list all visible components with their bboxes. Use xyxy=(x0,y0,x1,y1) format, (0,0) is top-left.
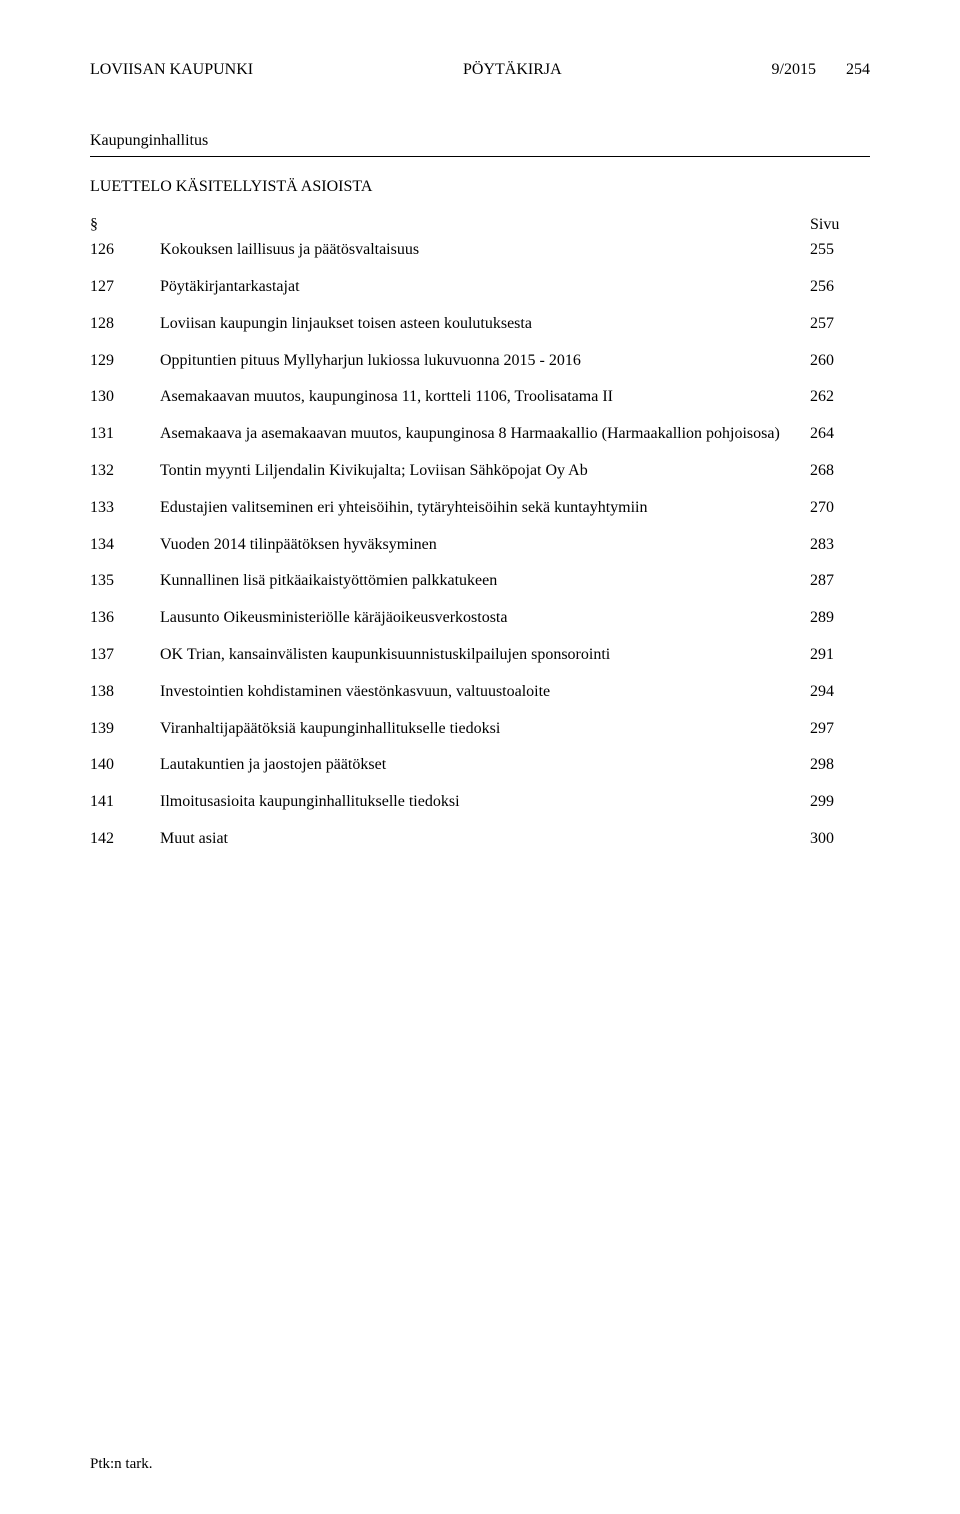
toc-item-number: 133 xyxy=(90,498,160,519)
toc-item-description: Asemakaava ja asemakaavan muutos, kaupun… xyxy=(160,424,810,445)
toc-item-number: 135 xyxy=(90,571,160,592)
toc-row: 128Loviisan kaupungin linjaukset toisen … xyxy=(90,314,870,335)
toc-item-description: Investointien kohdistaminen väestönkasvu… xyxy=(160,682,810,703)
header-doc-type: PÖYTÄKIRJA xyxy=(463,60,562,81)
toc-item-page: 256 xyxy=(810,277,870,298)
toc-row: 138Investointien kohdistaminen väestönka… xyxy=(90,682,870,703)
section-divider xyxy=(90,156,870,157)
toc-item-description: Ilmoitusasioita kaupunginhallitukselle t… xyxy=(160,792,810,813)
toc-item-number: 130 xyxy=(90,387,160,408)
toc-item-description: Edustajien valitseminen eri yhteisöihin,… xyxy=(160,498,810,519)
toc-item-number: 137 xyxy=(90,645,160,666)
toc-row: 130Asemakaavan muutos, kaupunginosa 11, … xyxy=(90,387,870,408)
toc-item-number: 142 xyxy=(90,829,160,850)
toc-item-description: Kokouksen laillisuus ja päätösvaltaisuus xyxy=(160,240,810,261)
toc-item-number: 134 xyxy=(90,535,160,556)
document-header: LOVIISAN KAUPUNKI PÖYTÄKIRJA 9/2015 254 xyxy=(90,60,870,81)
toc-row: 129Oppituntien pituus Myllyharjun lukios… xyxy=(90,351,870,372)
toc-item-page: 262 xyxy=(810,387,870,408)
toc-item-number: 128 xyxy=(90,314,160,335)
list-heading: LUETTELO KÄSITELLYISTÄ ASIOISTA xyxy=(90,177,870,198)
toc-item-description: Loviisan kaupungin linjaukset toisen ast… xyxy=(160,314,810,335)
toc-row: 127Pöytäkirjantarkastajat256 xyxy=(90,277,870,298)
toc-item-description: Kunnallinen lisä pitkäaikaistyöttömien p… xyxy=(160,571,810,592)
toc-item-page: 298 xyxy=(810,755,870,776)
header-right-group: 9/2015 254 xyxy=(772,60,870,81)
toc-row: 131Asemakaava ja asemakaavan muutos, kau… xyxy=(90,424,870,445)
toc-column-headers: § Sivu xyxy=(90,215,870,236)
toc-item-description: Lausunto Oikeusministeriölle käräjäoikeu… xyxy=(160,608,810,629)
toc-item-page: 260 xyxy=(810,351,870,372)
toc-row: 134Vuoden 2014 tilinpäätöksen hyväksymin… xyxy=(90,535,870,556)
header-page-number: 254 xyxy=(846,60,870,81)
toc-item-page: 283 xyxy=(810,535,870,556)
toc-item-page: 289 xyxy=(810,608,870,629)
toc-item-number: 126 xyxy=(90,240,160,261)
col-header-page: Sivu xyxy=(810,215,870,236)
header-doc-number: 9/2015 xyxy=(772,60,816,81)
toc-row: 136Lausunto Oikeusministeriölle käräjäoi… xyxy=(90,608,870,629)
toc-row: 139Viranhaltijapäätöksiä kaupunginhallit… xyxy=(90,719,870,740)
toc-row: 142Muut asiat300 xyxy=(90,829,870,850)
toc-row: 137OK Trian, kansainvälisten kaupunkisuu… xyxy=(90,645,870,666)
toc-item-description: Tontin myynti Liljendalin Kivikujalta; L… xyxy=(160,461,810,482)
toc-item-page: 300 xyxy=(810,829,870,850)
header-org: LOVIISAN KAUPUNKI xyxy=(90,60,253,81)
toc-item-page: 294 xyxy=(810,682,870,703)
toc-item-number: 141 xyxy=(90,792,160,813)
toc-item-number: 129 xyxy=(90,351,160,372)
toc-row: 126Kokouksen laillisuus ja päätösvaltais… xyxy=(90,240,870,261)
toc-item-description: Oppituntien pituus Myllyharjun lukiossa … xyxy=(160,351,810,372)
toc-list: 126Kokouksen laillisuus ja päätösvaltais… xyxy=(90,240,870,866)
toc-item-number: 140 xyxy=(90,755,160,776)
footer-mark: Ptk:n tark. xyxy=(90,1455,153,1475)
toc-item-number: 131 xyxy=(90,424,160,445)
col-header-desc xyxy=(160,215,810,236)
toc-item-page: 291 xyxy=(810,645,870,666)
toc-item-page: 264 xyxy=(810,424,870,445)
toc-item-description: Viranhaltijapäätöksiä kaupunginhallituks… xyxy=(160,719,810,740)
toc-item-number: 139 xyxy=(90,719,160,740)
toc-item-description: Lautakuntien ja jaostojen päätökset xyxy=(160,755,810,776)
toc-item-page: 287 xyxy=(810,571,870,592)
col-header-section: § xyxy=(90,215,160,236)
toc-item-description: Vuoden 2014 tilinpäätöksen hyväksyminen xyxy=(160,535,810,556)
toc-row: 133Edustajien valitseminen eri yhteisöih… xyxy=(90,498,870,519)
toc-row: 140Lautakuntien ja jaostojen päätökset29… xyxy=(90,755,870,776)
toc-row: 141Ilmoitusasioita kaupunginhallituksell… xyxy=(90,792,870,813)
section-title: Kaupunginhallitus xyxy=(90,131,870,152)
toc-item-number: 127 xyxy=(90,277,160,298)
toc-item-description: Pöytäkirjantarkastajat xyxy=(160,277,810,298)
toc-item-number: 132 xyxy=(90,461,160,482)
toc-item-page: 255 xyxy=(810,240,870,261)
toc-row: 132Tontin myynti Liljendalin Kivikujalta… xyxy=(90,461,870,482)
toc-item-description: OK Trian, kansainvälisten kaupunkisuunni… xyxy=(160,645,810,666)
toc-item-page: 299 xyxy=(810,792,870,813)
toc-item-number: 138 xyxy=(90,682,160,703)
toc-item-page: 257 xyxy=(810,314,870,335)
toc-item-page: 268 xyxy=(810,461,870,482)
toc-item-page: 297 xyxy=(810,719,870,740)
toc-item-number: 136 xyxy=(90,608,160,629)
toc-item-description: Muut asiat xyxy=(160,829,810,850)
toc-row: 135Kunnallinen lisä pitkäaikaistyöttömie… xyxy=(90,571,870,592)
toc-item-description: Asemakaavan muutos, kaupunginosa 11, kor… xyxy=(160,387,810,408)
toc-item-page: 270 xyxy=(810,498,870,519)
